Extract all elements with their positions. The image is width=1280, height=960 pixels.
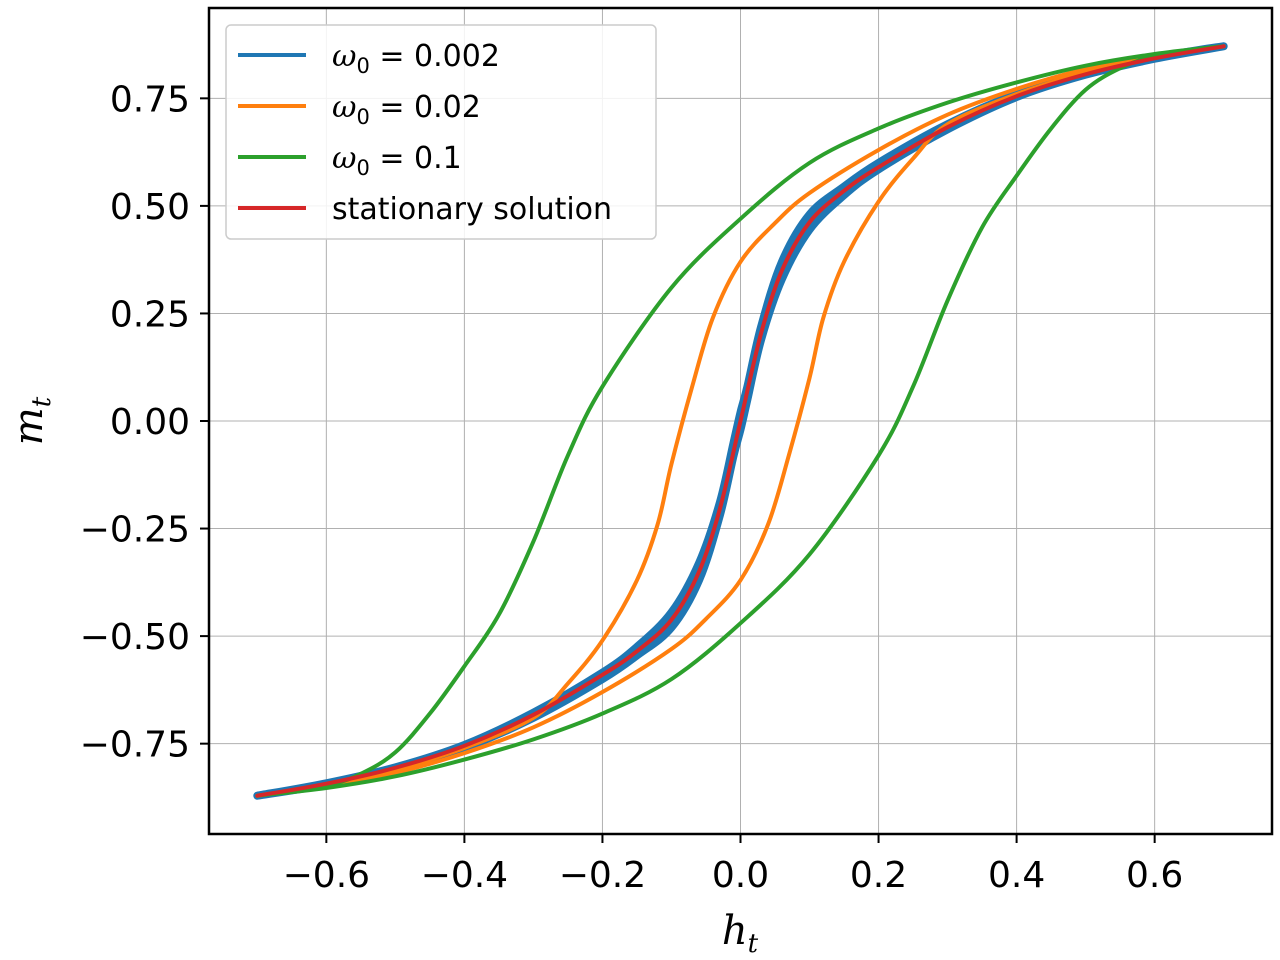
series-layer	[253, 42, 1228, 800]
legend-box	[225, 24, 657, 240]
x-tick-label: −0.6	[283, 855, 370, 896]
y-tick-label: 0.50	[110, 187, 190, 228]
y-tick-label: −0.25	[80, 510, 190, 551]
y-axis-title: mt	[6, 396, 57, 445]
y-tick-label: −0.75	[80, 725, 190, 766]
x-tick-label: −0.4	[421, 855, 508, 896]
y-tick-label: 0.25	[110, 294, 190, 335]
legend-label-2: ω0 = 0.02	[332, 90, 481, 129]
x-tick-label: 0.0	[712, 855, 769, 896]
x-tick-label: 0.4	[988, 855, 1045, 896]
x-axis-title: ht	[722, 908, 759, 959]
legend-label-4: stationary solution	[332, 192, 612, 227]
tick-layer: −0.6 −0.4 −0.2 0.0 0.2 0.4 0.6 −0.75 −0.50 −0.25 0…	[80, 79, 1184, 896]
legend-label-1: ω0 = 0.002	[332, 39, 500, 78]
x-tick-label: 0.2	[850, 855, 907, 896]
y-tick-label: 0.00	[110, 402, 190, 443]
legend: ω0 = 0.002 ω0 = 0.02 ω0 = 0.1 stationary so…	[225, 24, 657, 240]
x-tick-label: −0.2	[559, 855, 646, 896]
y-tick-label: −0.50	[80, 617, 190, 658]
legend-label-3: ω0 = 0.1	[332, 141, 462, 180]
series-line-4	[255, 44, 1226, 798]
x-tick-label: 0.6	[1126, 855, 1183, 896]
y-tick-label: 0.75	[110, 79, 190, 120]
